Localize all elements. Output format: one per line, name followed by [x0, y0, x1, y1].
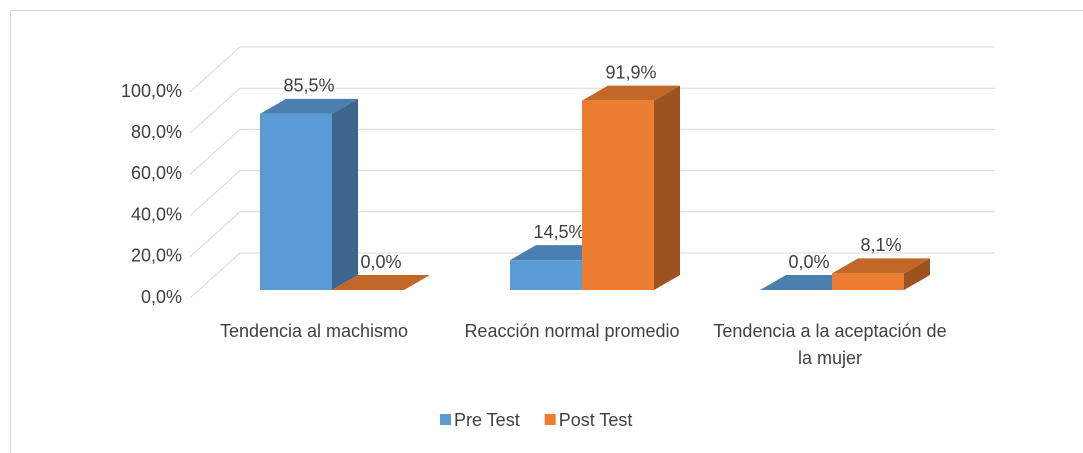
- bar-top: [582, 85, 680, 101]
- bar-top: [332, 275, 430, 290]
- bar: [260, 98, 358, 291]
- x-tick-label: Reacción normal promedio: [464, 321, 680, 341]
- y-tick-label: 80,0%: [131, 122, 182, 142]
- x-tick-label: Tendencia a la aceptación de la mujer: [713, 321, 947, 368]
- legend-swatch: [544, 414, 556, 425]
- grid-line: [189, 170, 995, 216]
- bar-top: [832, 258, 930, 274]
- bar-front: [832, 273, 904, 290]
- y-tick-label: 60,0%: [131, 163, 182, 183]
- bar-front: [260, 113, 332, 291]
- data-label: 14,5%: [533, 222, 584, 242]
- data-label: 85,5%: [283, 76, 334, 96]
- bar: [582, 85, 680, 290]
- bar-side: [904, 258, 930, 290]
- grid-line: [189, 87, 995, 134]
- bar-front: [582, 100, 654, 290]
- grid-line: [189, 252, 995, 299]
- y-tick-label: 40,0%: [131, 204, 182, 224]
- data-label: 91,9%: [605, 62, 656, 82]
- grid-line: [189, 128, 995, 175]
- bar-side: [332, 98, 358, 291]
- y-tick-label: 0,0%: [141, 287, 182, 307]
- bar-side: [654, 85, 680, 290]
- bar: [832, 258, 930, 290]
- legend-label: Post Test: [559, 410, 633, 430]
- grid-line: [189, 211, 995, 258]
- grid-line: [189, 46, 995, 93]
- data-label: 0,0%: [788, 252, 829, 272]
- legend-swatch: [440, 414, 451, 425]
- legend-label: Pre Test: [454, 410, 520, 430]
- x-tick-label: Tendencia al machismo: [219, 321, 409, 341]
- chart-frame: [10, 10, 1083, 453]
- y-tick-label: 20,0%: [131, 246, 182, 266]
- bar-top: [260, 98, 358, 114]
- bar: [332, 275, 430, 290]
- data-label: 8,1%: [860, 235, 901, 255]
- y-tick-label: 100,0%: [121, 81, 182, 101]
- data-label: 0,0%: [360, 252, 401, 272]
- bar-front: [510, 260, 582, 290]
